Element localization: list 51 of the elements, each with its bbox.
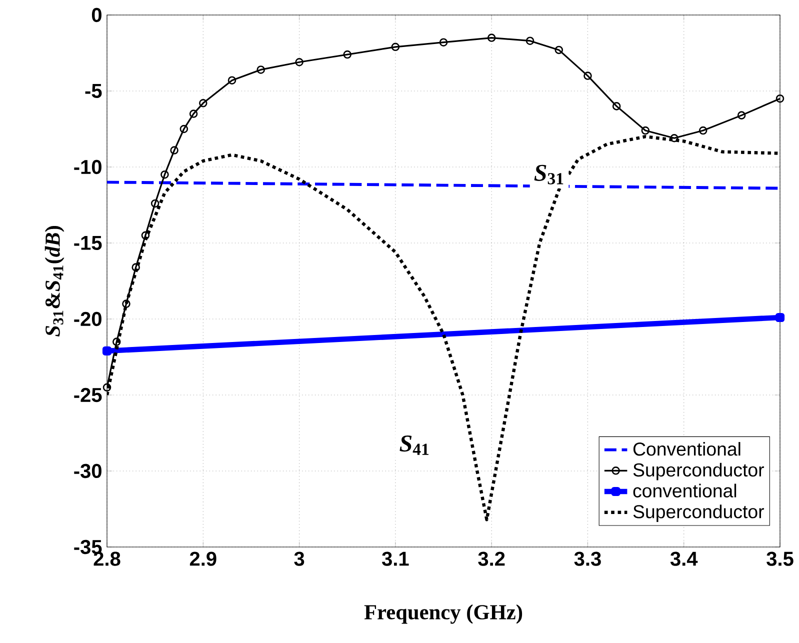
point <box>132 263 140 272</box>
x-axis-title: Frequency (GHz) <box>364 604 522 624</box>
point <box>180 124 188 134</box>
point <box>141 231 150 240</box>
x-tick-label: 3.2 <box>478 552 505 566</box>
point <box>189 110 198 118</box>
point <box>102 383 112 392</box>
x-tick-label: 2.9 <box>190 552 216 566</box>
legend-label: conventional <box>633 484 736 498</box>
point <box>150 199 160 208</box>
annotation: S$_{31}$ <box>534 164 564 184</box>
point <box>343 50 352 59</box>
y-tick-label: -5 <box>85 84 102 98</box>
legend-label: Superconductor <box>633 504 764 522</box>
annotation: S$_{41}$ <box>400 435 429 455</box>
y-tick-label: -25 <box>74 388 102 402</box>
point <box>122 300 130 308</box>
point <box>112 338 121 346</box>
point <box>526 36 534 45</box>
y-tick-label: -20 <box>74 312 102 326</box>
x-tick-label: 3.4 <box>670 552 698 566</box>
legend-label: Conventional <box>633 442 740 456</box>
point <box>737 111 746 120</box>
point <box>554 46 564 54</box>
point <box>776 94 784 103</box>
y-tick-label: -30 <box>74 464 102 478</box>
y-tick-label: -10 <box>74 160 102 174</box>
point <box>641 126 650 135</box>
point <box>102 346 112 356</box>
x-tick-label: 3 <box>294 552 304 566</box>
point <box>256 66 265 74</box>
point <box>584 72 592 80</box>
point <box>391 42 400 52</box>
legend-label: Superconductor <box>633 462 764 480</box>
x-tick-label: 3.5 <box>766 552 794 566</box>
point <box>228 76 236 84</box>
point <box>199 99 208 108</box>
point <box>670 134 678 142</box>
point <box>295 58 304 66</box>
point <box>612 102 621 110</box>
point <box>775 312 785 322</box>
y-axis-title: S$_{31}$&S$_{41}$(dB) <box>44 226 64 337</box>
point <box>439 38 448 46</box>
x-tick-label: 3.1 <box>382 552 409 566</box>
point <box>160 170 169 179</box>
point <box>487 34 496 42</box>
point <box>698 126 708 135</box>
y-tick-label: 0 <box>92 8 102 22</box>
x-tick-label: 3.3 <box>574 552 601 566</box>
point <box>170 146 178 154</box>
y-tick-label: -15 <box>74 236 102 250</box>
